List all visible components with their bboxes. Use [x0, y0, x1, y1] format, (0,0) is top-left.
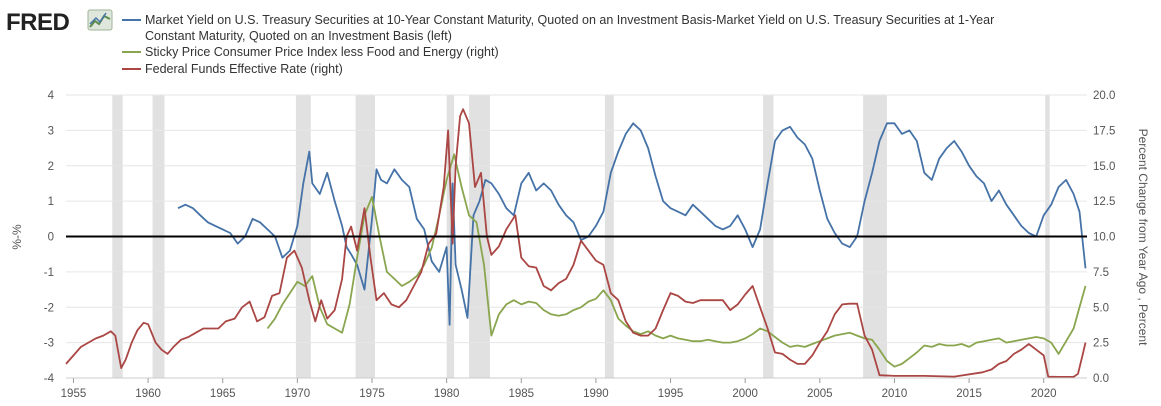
y-right-tick-label: 5.0: [1093, 302, 1109, 314]
y-left-tick-label: 4: [48, 90, 55, 102]
y-right-axis-title: Percent Change from Year Ago , Percent: [1136, 129, 1150, 346]
x-tick-label: 1980: [434, 388, 460, 400]
legend-entry-spread-line-2: Constant Maturity, Quoted on an Investme…: [145, 29, 452, 43]
x-tick-label: 1975: [359, 388, 385, 400]
series-line-fed-funds: [65, 108, 1087, 378]
y-left-tick-label: 1: [48, 196, 54, 208]
legend-entry-spread-line-1: Market Yield on U.S. Treasury Securities…: [145, 13, 994, 27]
fred-logo[interactable]: FRED: [6, 9, 113, 36]
series-lines: [65, 108, 1087, 378]
y-left-tick-label: -1: [44, 267, 54, 279]
x-tick-label: 2005: [807, 388, 833, 400]
fred-chart-logo-icon: [87, 9, 113, 31]
y-left-tick-label: -3: [44, 338, 54, 350]
y-left-tick-label: 0: [48, 232, 54, 244]
x-tick-label: 2015: [956, 388, 982, 400]
x-tick-label: 1955: [61, 388, 87, 400]
x-tick-label: 2000: [732, 388, 758, 400]
x-tick-label: 1995: [658, 388, 684, 400]
x-tick-label: 1960: [135, 388, 161, 400]
x-tick-label: 1970: [285, 388, 311, 400]
x-axis-ticks: 1955 1960 1965 1970 1975 1980 1985 1990 1995 2000…: [61, 377, 1087, 400]
y-right-tick-label: 2.5: [1093, 338, 1109, 350]
series-line-sticky-cpi: [266, 153, 1087, 368]
y-left-tick-label: -2: [44, 302, 54, 314]
y-right-tick-label: 10.0: [1093, 232, 1115, 244]
y-right-tick-label: 7.5: [1093, 267, 1109, 279]
x-tick-label: 2010: [882, 388, 908, 400]
y-left-tick-label: 3: [48, 125, 54, 137]
series-line-spread: [177, 122, 1087, 326]
y-right-axis-ticks: 20.0 17.5 15.0 12.5 10.0 7.5 5.0 2.5 0.0: [1093, 90, 1115, 385]
y-right-tick-label: 0.0: [1093, 373, 1109, 385]
y-left-axis-ticks: 4 3 2 1 0 -1 -2 -3 -4: [44, 90, 55, 385]
x-tick-label: 2020: [1031, 388, 1057, 400]
legend-entry-fed-funds: Federal Funds Effective Rate (right): [145, 62, 343, 76]
y-right-tick-label: 20.0: [1093, 90, 1115, 102]
legend-entry-sticky-cpi: Sticky Price Consumer Price Index less F…: [145, 45, 499, 59]
x-tick-label: 1990: [583, 388, 609, 400]
y-left-tick-label: -4: [44, 373, 55, 385]
y-left-axis-title: %-%: [10, 224, 24, 250]
y-left-tick-label: 2: [48, 161, 54, 173]
y-right-tick-label: 15.0: [1093, 161, 1115, 173]
x-tick-label: 1965: [210, 388, 236, 400]
y-right-tick-label: 12.5: [1093, 196, 1115, 208]
chart-legend: Market Yield on U.S. Treasury Securities…: [122, 13, 994, 76]
fred-logo-text: FRED: [6, 9, 70, 36]
x-tick-label: 1985: [508, 388, 534, 400]
y-right-tick-label: 17.5: [1093, 125, 1115, 137]
